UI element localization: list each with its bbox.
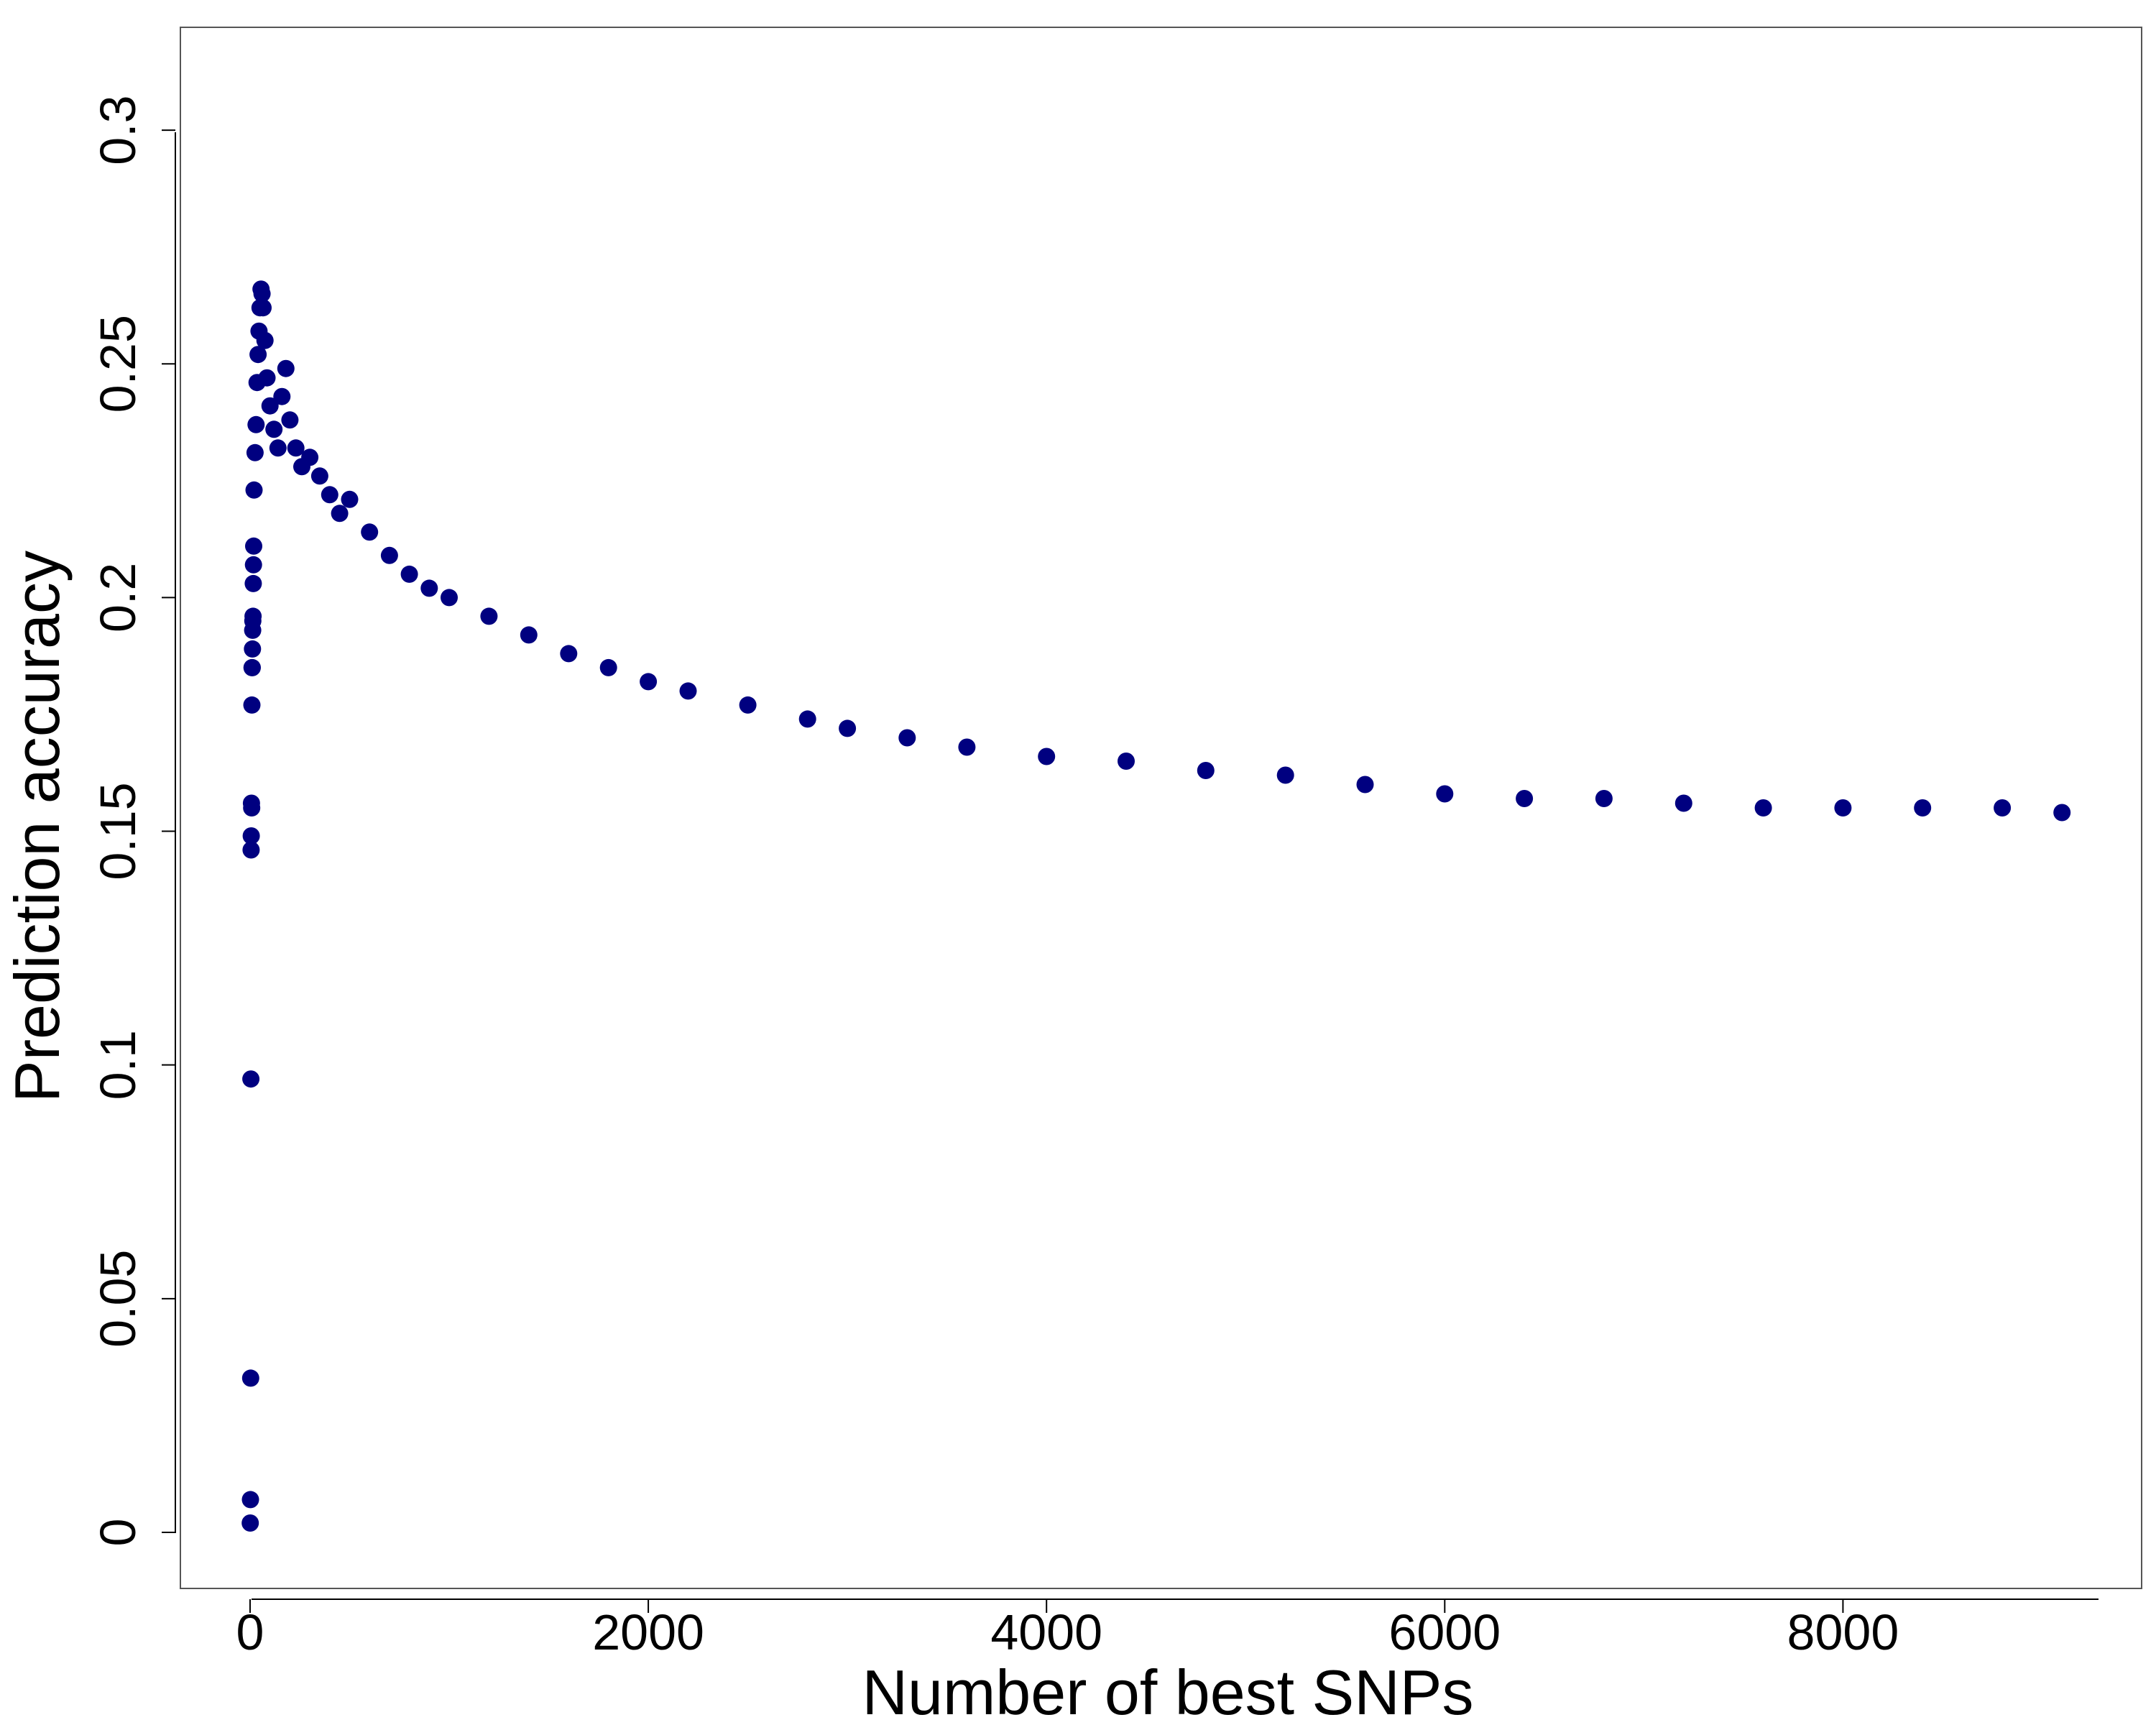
data-point xyxy=(249,346,267,364)
data-point xyxy=(1994,799,2012,816)
x-tick-label: 8000 xyxy=(1787,1604,1899,1660)
data-point xyxy=(242,827,260,845)
data-point xyxy=(420,579,438,597)
y-tick-label: 0.2 xyxy=(90,563,146,632)
y-tick-label: 0 xyxy=(90,1519,146,1547)
data-point xyxy=(1356,776,1374,794)
data-point xyxy=(480,607,498,625)
data-point xyxy=(242,841,260,859)
data-point xyxy=(258,369,276,387)
data-point xyxy=(599,658,617,676)
data-point xyxy=(679,682,697,700)
data-point xyxy=(246,443,264,461)
data-point xyxy=(1436,785,1454,803)
data-point xyxy=(331,505,349,523)
data-point xyxy=(798,710,816,728)
data-point xyxy=(380,546,398,564)
data-point xyxy=(269,439,287,457)
data-point xyxy=(244,574,262,592)
data-point xyxy=(244,640,262,658)
data-point xyxy=(321,486,338,504)
x-axis: 0 2000 4000 6000 8000 xyxy=(236,1598,2099,1660)
x-tick-label: 0 xyxy=(236,1604,264,1660)
data-point xyxy=(244,556,262,574)
data-point xyxy=(245,481,263,499)
data-point xyxy=(898,729,916,747)
data-point xyxy=(310,467,328,485)
data-point xyxy=(247,415,265,433)
y-tick-label: 0.15 xyxy=(90,782,146,880)
data-point xyxy=(242,1070,260,1088)
data-point xyxy=(277,359,295,377)
data-point xyxy=(241,1369,259,1387)
data-point xyxy=(1516,790,1534,807)
data-point xyxy=(1038,748,1056,765)
data-point xyxy=(256,331,274,349)
data-point xyxy=(1118,753,1135,770)
data-point xyxy=(1834,799,1852,816)
data-points xyxy=(241,280,2071,1532)
data-point xyxy=(958,738,976,756)
data-point xyxy=(244,658,261,676)
data-point xyxy=(241,1491,259,1509)
x-tick-label: 6000 xyxy=(1388,1604,1501,1660)
data-point xyxy=(2053,804,2071,822)
data-point xyxy=(281,411,299,429)
x-tick-label: 2000 xyxy=(592,1604,704,1660)
data-point xyxy=(287,439,305,457)
data-point xyxy=(520,626,538,644)
data-point xyxy=(1754,799,1772,816)
data-point xyxy=(265,420,283,438)
y-tick-label: 0.05 xyxy=(90,1250,146,1348)
data-point xyxy=(441,589,458,607)
data-point xyxy=(241,1514,259,1532)
y-axis-title: Prediction accuracy xyxy=(1,551,73,1103)
data-point xyxy=(1197,762,1215,779)
x-tick-label: 4000 xyxy=(990,1604,1102,1660)
data-point xyxy=(739,696,757,714)
data-point xyxy=(301,448,319,466)
data-point xyxy=(640,673,658,691)
data-point xyxy=(1914,799,1932,816)
data-point xyxy=(243,799,261,816)
data-point xyxy=(361,523,379,541)
x-axis-title: Number of best SNPs xyxy=(862,1657,1474,1725)
data-point xyxy=(253,285,271,303)
data-point xyxy=(839,719,857,737)
data-point xyxy=(273,387,291,405)
data-point xyxy=(254,299,272,317)
y-axis: 0 0.05 0.1 0.15 0.2 0.25 0.3 xyxy=(90,95,176,1547)
data-point xyxy=(341,490,359,508)
data-point xyxy=(560,645,578,663)
y-tick-label: 0.1 xyxy=(90,1030,146,1100)
data-point xyxy=(244,607,262,625)
data-point xyxy=(1276,766,1294,784)
data-point xyxy=(400,565,418,583)
data-point xyxy=(243,696,261,714)
data-point xyxy=(245,537,262,555)
plot-frame xyxy=(180,27,2142,1589)
data-point xyxy=(1674,794,1692,812)
data-point xyxy=(1595,790,1613,807)
y-tick-label: 0.25 xyxy=(90,315,146,413)
y-tick-label: 0.3 xyxy=(90,95,146,165)
data-point xyxy=(261,397,279,415)
